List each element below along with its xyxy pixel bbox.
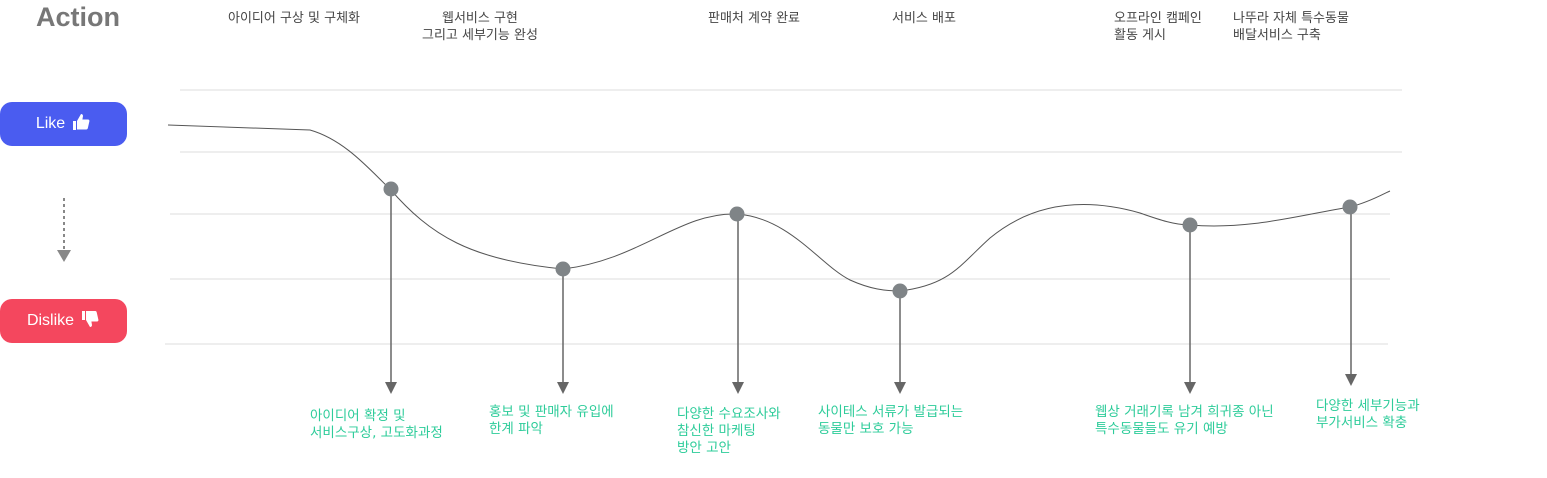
page-title: Action — [36, 2, 120, 32]
leader-arrow-5 — [1184, 225, 1196, 394]
event-label-2: 웹서비스 구현 그리고 세부기능 완성 — [422, 11, 538, 43]
milestone-point — [1342, 199, 1358, 215]
milestone-point — [729, 206, 745, 222]
description-1: 아이디어 확정 및 서비스구상, 고도화과정 — [310, 408, 443, 441]
dislike-label: Dislike — [26, 312, 75, 329]
like-button[interactable]: Like — [0, 102, 127, 146]
thumbs-down-icon — [80, 309, 100, 334]
event-label-4: 서비스 배포 — [892, 11, 956, 26]
like-label: Like — [35, 115, 66, 132]
leader-arrow-3 — [732, 214, 744, 394]
leader-arrow-1 — [385, 189, 397, 394]
sentiment-curve — [167, 124, 1391, 292]
milestone-point — [1182, 217, 1198, 233]
milestone-point — [555, 261, 571, 277]
thumbs-up-icon — [71, 112, 91, 137]
description-5: 웹상 거래기록 남겨 희귀종 아닌 특수동물들도 유기 예방 — [1095, 404, 1274, 437]
like-to-dislike-arrow — [57, 198, 71, 262]
event-label-3: 판매처 계약 완료 — [708, 11, 800, 26]
leader-arrow-6 — [1345, 207, 1357, 386]
description-2: 홍보 및 판매자 유입에 한계 파악 — [489, 404, 614, 437]
description-3: 다양한 수요조사와 참신한 마케팅 방안 고안 — [677, 406, 781, 456]
milestone-point — [892, 283, 908, 299]
milestone-point — [383, 181, 399, 197]
event-label-6: 나뚜라 자체 특수동물 배달서비스 구축 — [1233, 11, 1349, 43]
event-label-1: 아이디어 구상 및 구체화 — [228, 11, 360, 26]
event-label-5: 오프라인 캠페인 활동 게시 — [1114, 11, 1202, 43]
leader-arrow-4 — [894, 291, 906, 394]
leader-arrow-2 — [557, 269, 569, 394]
description-4: 사이테스 서류가 발급되는 동물만 보호 가능 — [818, 404, 964, 437]
dislike-button[interactable]: Dislike — [0, 299, 127, 343]
description-6: 다양한 세부기능과 부가서비스 확충 — [1316, 398, 1420, 431]
